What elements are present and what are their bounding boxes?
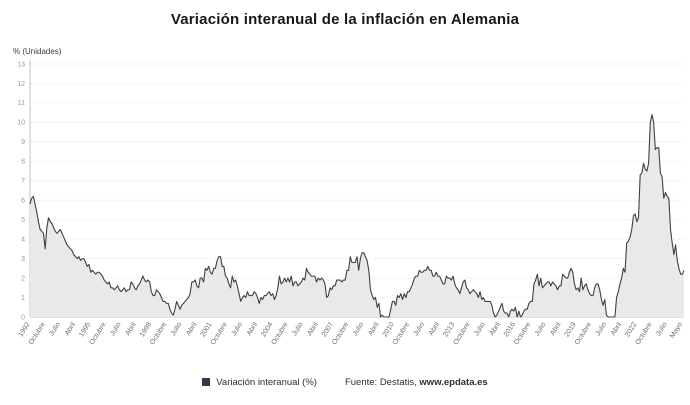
legend-item-variacion-interanual[interactable]: Variación interanual (%) bbox=[216, 376, 317, 388]
svg-text:2010: 2010 bbox=[382, 321, 396, 338]
svg-text:Abril: Abril bbox=[246, 321, 260, 337]
svg-text:Julio: Julio bbox=[595, 321, 609, 337]
svg-text:Julio: Julio bbox=[48, 321, 62, 337]
svg-text:Abril: Abril bbox=[185, 321, 199, 337]
svg-text:2013: 2013 bbox=[442, 321, 456, 338]
svg-text:1: 1 bbox=[21, 295, 25, 302]
legend-swatch-icon bbox=[202, 378, 211, 386]
svg-text:Julio: Julio bbox=[170, 321, 184, 337]
svg-text:13: 13 bbox=[17, 61, 25, 68]
svg-text:Abril: Abril bbox=[489, 321, 503, 337]
svg-text:2004: 2004 bbox=[260, 321, 274, 338]
svg-text:Abril: Abril bbox=[125, 321, 139, 337]
svg-text:12: 12 bbox=[17, 81, 25, 88]
source-prefix: Fuente: Destatis, bbox=[344, 376, 420, 388]
svg-text:Julio: Julio bbox=[109, 321, 123, 337]
svg-text:3: 3 bbox=[21, 256, 25, 263]
svg-text:2: 2 bbox=[21, 275, 25, 282]
source-site-link[interactable]: www.epdata.es bbox=[419, 376, 488, 388]
source-text: Fuente: Destatis, www.epdata.es bbox=[345, 377, 488, 388]
svg-text:Julio: Julio bbox=[352, 321, 366, 337]
svg-text:Julio: Julio bbox=[413, 321, 427, 337]
svg-text:2019: 2019 bbox=[564, 321, 578, 338]
svg-text:1992: 1992 bbox=[18, 321, 32, 338]
svg-text:2007: 2007 bbox=[321, 321, 335, 338]
svg-text:Abril: Abril bbox=[64, 321, 78, 337]
svg-text:Abril: Abril bbox=[549, 321, 563, 337]
svg-text:Julio: Julio bbox=[231, 321, 245, 337]
svg-text:9: 9 bbox=[21, 139, 25, 146]
svg-text:1998: 1998 bbox=[139, 321, 153, 338]
svg-text:Julio: Julio bbox=[473, 321, 487, 337]
svg-text:7: 7 bbox=[21, 178, 25, 185]
legend-and-source: Variación interanual (%) Fuente: Destati… bbox=[0, 375, 690, 389]
y-axis-unit-label: % (Unidades) bbox=[13, 47, 62, 56]
svg-text:1995: 1995 bbox=[78, 321, 92, 338]
svg-text:Mayo: Mayo bbox=[669, 321, 684, 339]
svg-text:8: 8 bbox=[21, 159, 25, 166]
svg-text:2016: 2016 bbox=[503, 321, 517, 338]
svg-text:2001: 2001 bbox=[200, 321, 214, 338]
svg-text:6: 6 bbox=[21, 198, 25, 205]
svg-text:Abril: Abril bbox=[307, 321, 321, 337]
svg-text:Abril: Abril bbox=[428, 321, 442, 337]
page-title: Variación interanual de la inflación en … bbox=[170, 11, 520, 28]
svg-text:Julio: Julio bbox=[655, 321, 669, 337]
svg-text:Abril: Abril bbox=[367, 321, 381, 337]
svg-text:11: 11 bbox=[18, 100, 25, 107]
svg-text:4: 4 bbox=[21, 236, 25, 243]
svg-text:10: 10 bbox=[17, 120, 25, 127]
svg-text:5: 5 bbox=[21, 217, 25, 224]
svg-text:2022: 2022 bbox=[624, 321, 638, 338]
svg-text:Julio: Julio bbox=[291, 321, 305, 337]
svg-text:Abril: Abril bbox=[610, 321, 624, 337]
svg-text:0: 0 bbox=[21, 314, 25, 321]
svg-text:Julio: Julio bbox=[534, 321, 548, 337]
